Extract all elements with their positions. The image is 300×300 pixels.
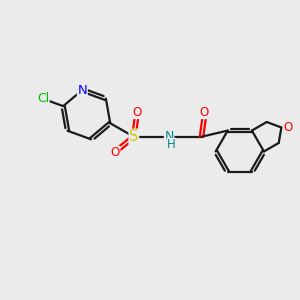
Text: N: N [77,83,87,97]
Text: O: O [132,106,141,118]
Text: S: S [129,129,139,144]
Text: O: O [200,106,209,118]
Text: O: O [283,121,292,134]
Text: O: O [111,146,120,159]
Text: H: H [167,139,176,152]
Text: N: N [164,130,174,143]
Text: Cl: Cl [37,92,49,105]
